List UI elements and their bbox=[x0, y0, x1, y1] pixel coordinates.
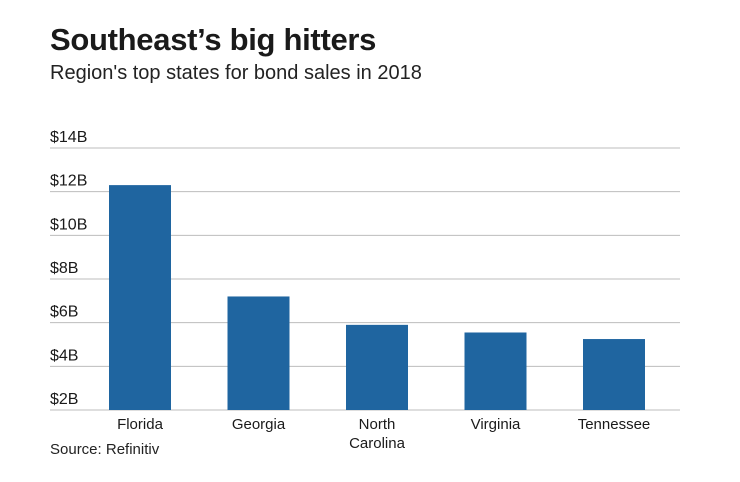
bar-georgia bbox=[227, 296, 290, 410]
bar-north-carolina bbox=[346, 324, 408, 410]
x-tick-label-line: North bbox=[359, 416, 396, 433]
x-tick-label: Florida bbox=[117, 416, 164, 433]
y-tick-label: $2B bbox=[50, 391, 78, 408]
chart-subtitle: Region's top states for bond sales in 20… bbox=[50, 62, 422, 84]
x-tick-label: Tennessee bbox=[578, 416, 651, 433]
y-tick-label: $6B bbox=[50, 304, 78, 321]
y-tick-label: $4B bbox=[50, 347, 78, 364]
y-tick-label: $8B bbox=[50, 260, 78, 277]
y-tick-label: $12B bbox=[50, 173, 87, 190]
bar-florida bbox=[109, 185, 171, 410]
x-tick-label-line: Florida bbox=[117, 416, 164, 433]
x-tick-label-line: Virginia bbox=[471, 416, 521, 433]
chart-title: Southeast’s big hitters bbox=[50, 22, 377, 57]
x-axis: Florida Georgia North Carolina Virginia Tenne… bbox=[117, 416, 650, 452]
y-tick-label: $14B bbox=[50, 129, 87, 146]
bars bbox=[109, 185, 645, 410]
y-axis: $2B $4B $6B $8B $10B $12B $14B bbox=[50, 129, 87, 408]
x-tick-label-line: Tennessee bbox=[578, 416, 651, 433]
x-tick-label-line: Carolina bbox=[349, 435, 406, 452]
bar-tennessee bbox=[583, 339, 645, 410]
source-note: Source: Refinitiv bbox=[50, 441, 160, 458]
x-tick-label: Virginia bbox=[471, 416, 521, 433]
x-tick-label: North Carolina bbox=[349, 416, 406, 452]
x-tick-label-line: Georgia bbox=[232, 416, 286, 433]
x-tick-label: Georgia bbox=[232, 416, 286, 433]
y-tick-label: $10B bbox=[50, 216, 87, 233]
bar-virginia bbox=[464, 332, 527, 410]
